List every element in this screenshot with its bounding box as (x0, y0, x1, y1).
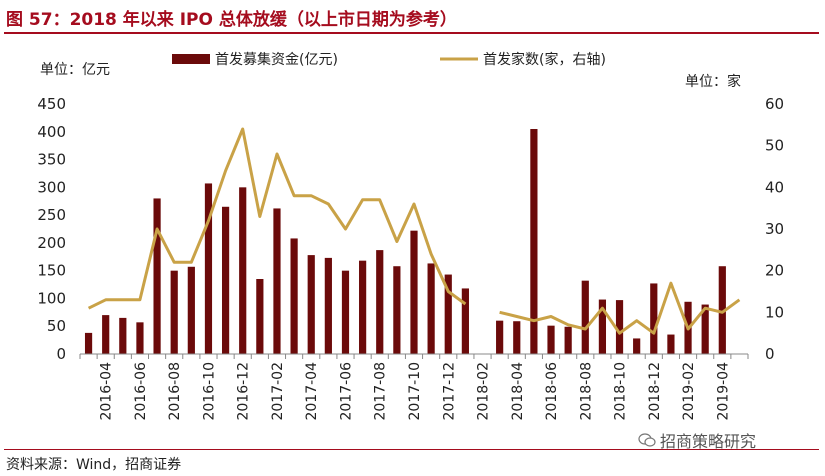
x-tick-label: 2017-08 (373, 362, 389, 421)
bar (513, 321, 521, 354)
bar (461, 288, 469, 354)
right-tick-label: 0 (765, 345, 775, 363)
bar (581, 280, 589, 354)
bar (564, 326, 572, 354)
bar (701, 304, 709, 354)
right-tick-label: 60 (765, 95, 784, 113)
bar (359, 260, 367, 354)
bar (615, 300, 624, 354)
bar (650, 283, 658, 354)
x-tick-label: 2017-06 (338, 362, 354, 421)
bar (547, 325, 555, 354)
legend-swatch-bar (172, 54, 210, 64)
title-bar: 图 57：2018 年以来 IPO 总体放缓（以上市日期为参考） (0, 0, 825, 32)
right-tick-label: 50 (765, 137, 784, 155)
bar (496, 320, 504, 354)
watermark-text: 招商策略研究 (660, 432, 757, 451)
legend-label-line: 首发家数(家，右轴) (483, 51, 606, 68)
x-tick-label: 2018-04 (510, 362, 526, 421)
x-tick-label: 2017-10 (407, 362, 423, 421)
bar (290, 238, 298, 354)
bar (633, 338, 641, 354)
chart-title: 图 57：2018 年以来 IPO 总体放缓（以上市日期为参考） (6, 10, 457, 30)
left-tick-label: 250 (37, 206, 66, 224)
left-axis-unit: 单位：亿元 (40, 62, 110, 78)
right-tick-label: 40 (765, 178, 784, 196)
bar (718, 266, 726, 354)
bar (136, 322, 144, 354)
watermark: 招商策略研究 (638, 428, 756, 452)
bar (239, 187, 247, 354)
legend: 首发募集资金(亿元) 首发家数(家，右轴) (172, 51, 606, 68)
x-tick-label: 2016-08 (167, 362, 183, 421)
left-tick-label: 50 (47, 317, 66, 335)
bar (444, 274, 452, 354)
bar (598, 299, 607, 354)
x-tick-label: 2017-02 (270, 362, 286, 421)
source-rule (4, 449, 819, 450)
bar (84, 332, 93, 354)
bar (307, 255, 315, 354)
line-path (87, 127, 741, 335)
x-tick-label: 2017-04 (304, 362, 320, 421)
x-axis-ticks: 2016-04 2016-06 2016-08 2016-10 2016-12 2017-… (79, 354, 749, 421)
left-tick-label: 400 (37, 123, 66, 141)
left-tick-label: 450 (37, 95, 66, 113)
left-tick-label: 200 (37, 234, 66, 252)
x-tick-label: 2016-10 (201, 362, 217, 421)
x-tick-label: 2016-04 (99, 362, 115, 421)
bar (153, 198, 161, 354)
bar (170, 270, 178, 354)
bar (376, 250, 384, 354)
bar (324, 257, 332, 354)
bar (221, 206, 230, 354)
legend-label-bar: 首发募集资金(亿元) (215, 51, 338, 68)
bar (410, 230, 418, 354)
bar (530, 129, 538, 354)
x-tick-label: 2016-12 (236, 362, 252, 421)
bar (204, 183, 213, 354)
right-tick-label: 10 (765, 303, 784, 321)
bar (427, 263, 435, 354)
left-tick-label: 0 (56, 345, 66, 363)
x-tick-label: 2019-02 (681, 362, 697, 421)
bar (187, 266, 195, 354)
x-tick-label: 2019-04 (715, 362, 731, 421)
bar (256, 279, 264, 354)
left-axis-ticks: 0 50 100 150 200 250 300 350 400 450 (37, 95, 66, 363)
bar (102, 315, 110, 354)
title-rule (4, 32, 819, 34)
right-axis-ticks: 0 10 20 30 40 50 60 (765, 95, 784, 363)
x-tick-label: 2018-12 (647, 362, 663, 421)
right-axis-unit: 单位：家 (685, 73, 741, 90)
bar (341, 270, 350, 354)
left-tick-label: 150 (37, 262, 66, 280)
left-tick-label: 100 (37, 289, 66, 307)
bar (667, 334, 675, 354)
chart: 首发募集资金(亿元) 首发家数(家，右轴) 单位：亿元 单位：家 05010015… (37, 51, 784, 421)
bar (393, 266, 401, 354)
x-tick-label: 2018-08 (578, 362, 594, 421)
line-series (87, 127, 741, 335)
x-tick-label: 2018-10 (613, 362, 629, 421)
bar-series (84, 129, 726, 354)
left-tick-label: 350 (37, 151, 66, 169)
right-tick-label: 30 (765, 220, 784, 238)
x-tick-label: 2017-12 (441, 362, 457, 421)
source-note: 资料来源：Wind，招商证券 (6, 457, 182, 473)
x-tick-label: 2018-06 (544, 362, 560, 421)
wechat-icon (638, 433, 656, 447)
right-tick-label: 20 (765, 262, 784, 280)
left-tick-label: 300 (37, 178, 66, 196)
bar (119, 317, 127, 354)
x-tick-label: 2016-06 (133, 362, 149, 421)
bar (273, 208, 281, 354)
x-tick-label: 2018-02 (476, 362, 492, 421)
